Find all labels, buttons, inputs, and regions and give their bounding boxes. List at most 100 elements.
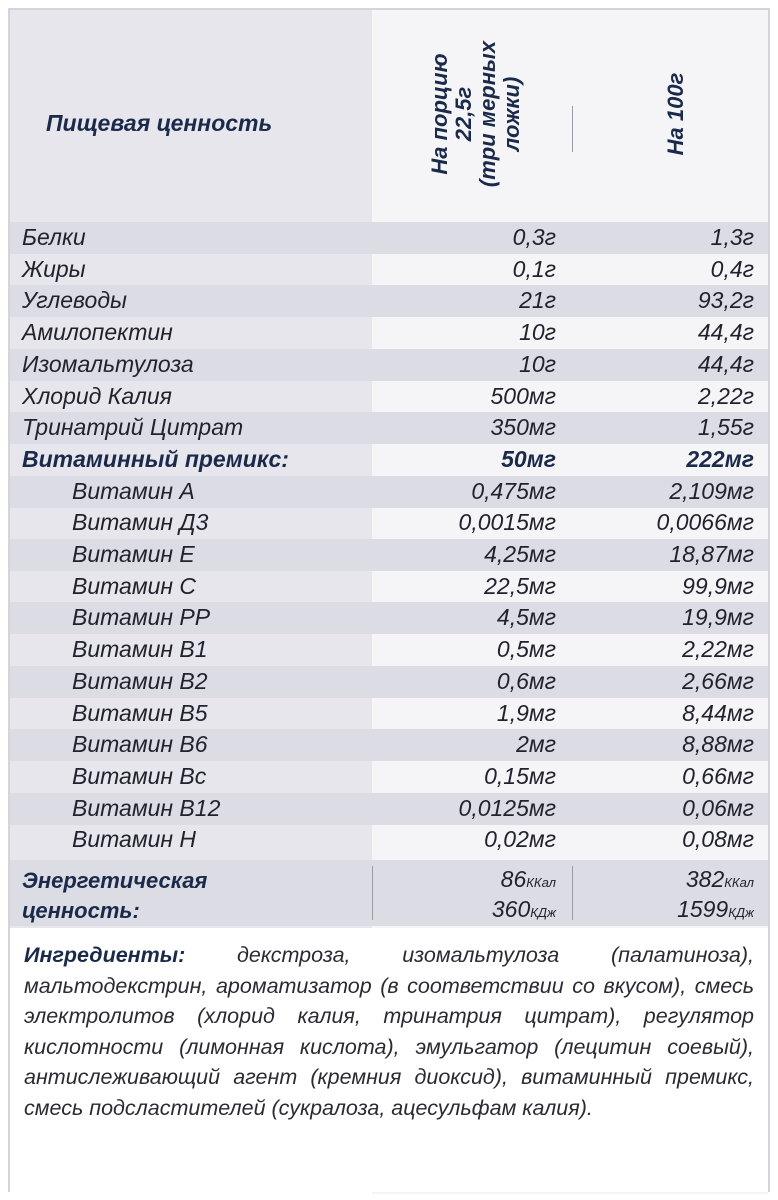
energy-portion-kj: 360КДж — [491, 896, 556, 922]
energy-per100-kcal: 382ККал — [685, 866, 754, 892]
portion-header-line2: 22,5г — [451, 86, 476, 142]
portion-header-line1: На порцию — [427, 53, 452, 175]
ingredients-label: Ингредиенты: — [24, 943, 186, 967]
per100-value: 8,44мг — [682, 700, 754, 726]
per100-value: 19,9мг — [682, 604, 754, 630]
nutrition-row: Жиры 0,1г 0,4г — [10, 254, 768, 285]
portion-value: 1,9мг — [496, 700, 556, 726]
per100-column-header: На 100г — [576, 14, 776, 214]
nutrient-name: Белки — [22, 224, 86, 250]
row-stripe — [10, 222, 768, 254]
nutrient-name: Витамин В12 — [72, 795, 221, 821]
energy-divider-left — [372, 866, 373, 920]
per100-value: 222мг — [686, 446, 754, 472]
nutrient-name: Витамин Е — [72, 541, 195, 567]
portion-header-line3: (три мерных — [475, 40, 500, 188]
nutrition-row: Витамин В12 0,0125мг 0,06мг — [10, 793, 768, 824]
nutrition-row: Витамин Е 4,25мг 18,87мг — [10, 539, 768, 570]
ingredients-block: Ингредиенты: декстроза, изомальтулоза (п… — [10, 928, 768, 1192]
portion-value: 50мг — [501, 446, 556, 472]
nutrition-row: Хлорид Калия 500мг 2,22г — [10, 381, 768, 412]
nutrient-name: Витаминный премикс: — [22, 446, 289, 472]
nutrition-row: Амилопектин 10г 44,4г — [10, 317, 768, 348]
nutrient-name: Углеводы — [22, 287, 127, 313]
nutrient-name: Витамин В1 — [72, 636, 208, 662]
portion-value: 4,5мг — [496, 604, 556, 630]
ingredients-list: декстроза, изомальтулоза (палатиноза), м… — [24, 943, 754, 1120]
portion-value: 22,5мг — [484, 573, 556, 599]
per100-header-label: На 100г — [663, 72, 688, 156]
row-stripe — [10, 729, 768, 761]
per100-value: 0,66мг — [682, 763, 754, 789]
per100-value: 93,2г — [697, 287, 754, 313]
row-stripe — [10, 285, 768, 317]
portion-value: 2мг — [516, 731, 556, 757]
nutrition-row: Тринатрий Цитрат 350мг 1,55г — [10, 412, 768, 443]
table-title: Пищевая ценность — [46, 110, 273, 136]
nutrient-name: Амилопектин — [22, 319, 173, 345]
nutrient-name: Витамин Д3 — [72, 509, 209, 535]
portion-value: 0,15мг — [484, 763, 556, 789]
per100-value: 1,3г — [710, 224, 754, 250]
energy-label: Энергетическая ценность: — [22, 866, 207, 926]
energy-row-bg — [10, 860, 768, 926]
portion-value: 0,475мг — [471, 478, 556, 504]
portion-value: 0,0015мг — [458, 509, 556, 535]
header-divider — [572, 106, 573, 152]
energy-label-line2: ценность: — [22, 898, 140, 923]
portion-value: 0,1г — [512, 256, 556, 282]
per100-value: 99,9мг — [682, 573, 754, 599]
per100-value: 2,22мг — [682, 636, 754, 662]
nutrition-row: Витамин РР 4,5мг 19,9мг — [10, 602, 768, 633]
nutrient-name: Витамин А — [72, 478, 195, 504]
portion-value: 4,25мг — [484, 541, 556, 567]
nutrition-row: Витамин В2 0,6мг 2,66мг — [10, 666, 768, 697]
portion-value: 21г — [519, 287, 556, 313]
portion-value: 0,0125мг — [458, 795, 556, 821]
per100-value: 0,0066мг — [656, 509, 754, 535]
nutrition-table: Пищевая ценность На порцию 22,5г (три ме… — [8, 8, 770, 1194]
nutrient-name: Витамин В5 — [72, 700, 208, 726]
row-stripe — [10, 476, 768, 508]
per100-value: 0,06мг — [682, 795, 754, 821]
nutrient-name: Витамин В6 — [72, 731, 208, 757]
per100-value: 44,4г — [697, 319, 754, 345]
nutrition-row: Белки 0,3г 1,3г — [10, 222, 768, 253]
nutrient-name: Изомальтулоза — [22, 351, 194, 377]
energy-portion-kcal: 86ККал — [500, 866, 556, 892]
nutrient-name: Витамин РР — [72, 604, 211, 630]
energy-label-line1: Энергетическая — [22, 868, 208, 893]
per100-value: 0,4г — [710, 256, 754, 282]
nutrition-row: Витамин В6 2мг 8,88мг — [10, 729, 768, 760]
nutrition-row: Углеводы 21г 93,2г — [10, 285, 768, 316]
nutrient-name: Хлорид Калия — [22, 383, 172, 409]
nutrient-name: Жиры — [22, 256, 86, 282]
per100-value: 44,4г — [697, 351, 754, 377]
row-stripe — [10, 793, 768, 825]
nutrition-row: Витамин Д3 0,0015мг 0,0066мг — [10, 507, 768, 538]
nutrition-row: Витамин В5 1,9мг 8,44мг — [10, 698, 768, 729]
row-stripe — [10, 666, 768, 698]
portion-value: 500мг — [490, 383, 557, 409]
per100-value: 2,109мг — [669, 478, 754, 504]
nutrient-name: Витамин В2 — [72, 668, 208, 694]
row-stripe — [10, 602, 768, 634]
nutrition-row: Витамин С 22,5мг 99,9мг — [10, 571, 768, 602]
energy-divider-right — [572, 866, 573, 920]
per100-value: 1,55г — [697, 414, 754, 440]
nutrient-name: Тринатрий Цитрат — [22, 414, 244, 440]
ingredients-text: Ингредиенты: декстроза, изомальтулоза (п… — [24, 940, 754, 1123]
portion-value: 350мг — [490, 414, 557, 440]
per100-value: 18,87мг — [669, 541, 754, 567]
portion-header-line4: ложки) — [499, 76, 524, 152]
portion-column-header: На порцию 22,5г (три мерных ложки) — [376, 14, 576, 214]
nutrition-row: Витаминный премикс: 50мг 222мг — [10, 444, 768, 475]
portion-value: 0,5мг — [496, 636, 556, 662]
per100-value: 2,66мг — [682, 668, 754, 694]
row-stripe — [10, 349, 768, 381]
portion-value: 0,6мг — [496, 668, 556, 694]
portion-value: 0,3г — [512, 224, 556, 250]
portion-value: 10г — [519, 319, 556, 345]
nutrient-name: Витамин С — [72, 573, 197, 599]
nutrition-row: Изомальтулоза 10г 44,4г — [10, 349, 768, 380]
